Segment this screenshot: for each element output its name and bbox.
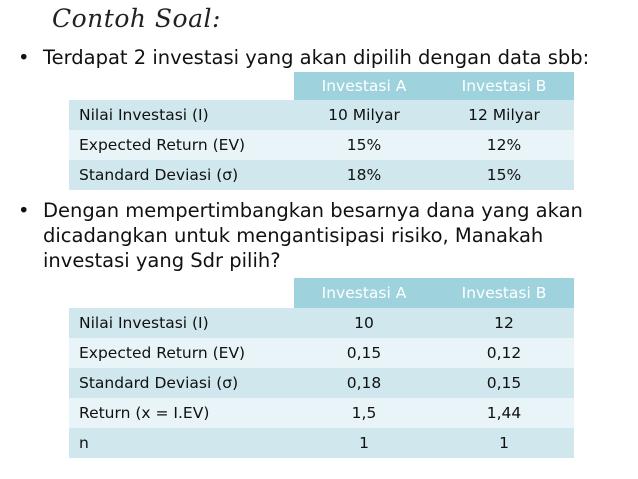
table-header-row: Investasi A Investasi B — [69, 278, 574, 308]
table-row: Nilai Investasi (I) 10 Milyar 12 Milyar — [69, 100, 574, 130]
bullet-2-line-3: investasi yang Sdr pilih? — [43, 249, 281, 272]
cell-value-b: 1 — [434, 428, 574, 458]
cell-value-b: 15% — [434, 160, 574, 190]
investment-table-1: Investasi A Investasi B Nilai Investasi … — [69, 72, 574, 190]
table-row: n 1 1 — [69, 428, 574, 458]
row-label: Return (x = I.EV) — [69, 398, 294, 428]
bullet-2-line-2: dicadangkan untuk mengantisipasi risiko,… — [43, 224, 544, 247]
investment-table-2: Investasi A Investasi B Nilai Investasi … — [69, 278, 574, 458]
row-label: Nilai Investasi (I) — [69, 100, 294, 130]
table-row: Return (x = I.EV) 1,5 1,44 — [69, 398, 574, 428]
header-cell-investasi-a: Investasi A — [294, 278, 434, 308]
header-cell-investasi-b: Investasi B — [434, 72, 574, 100]
cell-value-b: 12 — [434, 308, 574, 338]
table-row: Expected Return (EV) 15% 12% — [69, 130, 574, 160]
cell-value-a: 0,18 — [294, 368, 434, 398]
header-cell-blank — [69, 278, 294, 308]
row-label: Standard Deviasi (σ) — [69, 368, 294, 398]
table-row: Standard Deviasi (σ) 18% 15% — [69, 160, 574, 190]
bullet-dot: • — [18, 199, 30, 222]
header-cell-investasi-a: Investasi A — [294, 72, 434, 100]
cell-value-b: 0,12 — [434, 338, 574, 368]
cell-value-a: 0,15 — [294, 338, 434, 368]
row-label: Standard Deviasi (σ) — [69, 160, 294, 190]
cell-value-a: 1 — [294, 428, 434, 458]
cell-value-b: 12% — [434, 130, 574, 160]
row-label: Nilai Investasi (I) — [69, 308, 294, 338]
header-cell-blank — [69, 72, 294, 100]
row-label: Expected Return (EV) — [69, 338, 294, 368]
table-header-row: Investasi A Investasi B — [69, 72, 574, 100]
cell-value-a: 10 Milyar — [294, 100, 434, 130]
cell-value-b: 12 Milyar — [434, 100, 574, 130]
bullet-2-line-1: Dengan mempertimbangkan besarnya dana ya… — [43, 199, 583, 222]
row-label: n — [69, 428, 294, 458]
table-row: Nilai Investasi (I) 10 12 — [69, 308, 574, 338]
bullet-dot: • — [18, 46, 30, 69]
cell-value-b: 0,15 — [434, 368, 574, 398]
bullet-1-text: Terdapat 2 investasi yang akan dipilih d… — [43, 46, 590, 69]
row-label: Expected Return (EV) — [69, 130, 294, 160]
cell-value-a: 18% — [294, 160, 434, 190]
cell-value-a: 15% — [294, 130, 434, 160]
table-row: Standard Deviasi (σ) 0,18 0,15 — [69, 368, 574, 398]
table-row: Expected Return (EV) 0,15 0,12 — [69, 338, 574, 368]
slide-title: Contoh Soal: — [52, 4, 221, 33]
cell-value-a: 1,5 — [294, 398, 434, 428]
cell-value-b: 1,44 — [434, 398, 574, 428]
cell-value-a: 10 — [294, 308, 434, 338]
header-cell-investasi-b: Investasi B — [434, 278, 574, 308]
